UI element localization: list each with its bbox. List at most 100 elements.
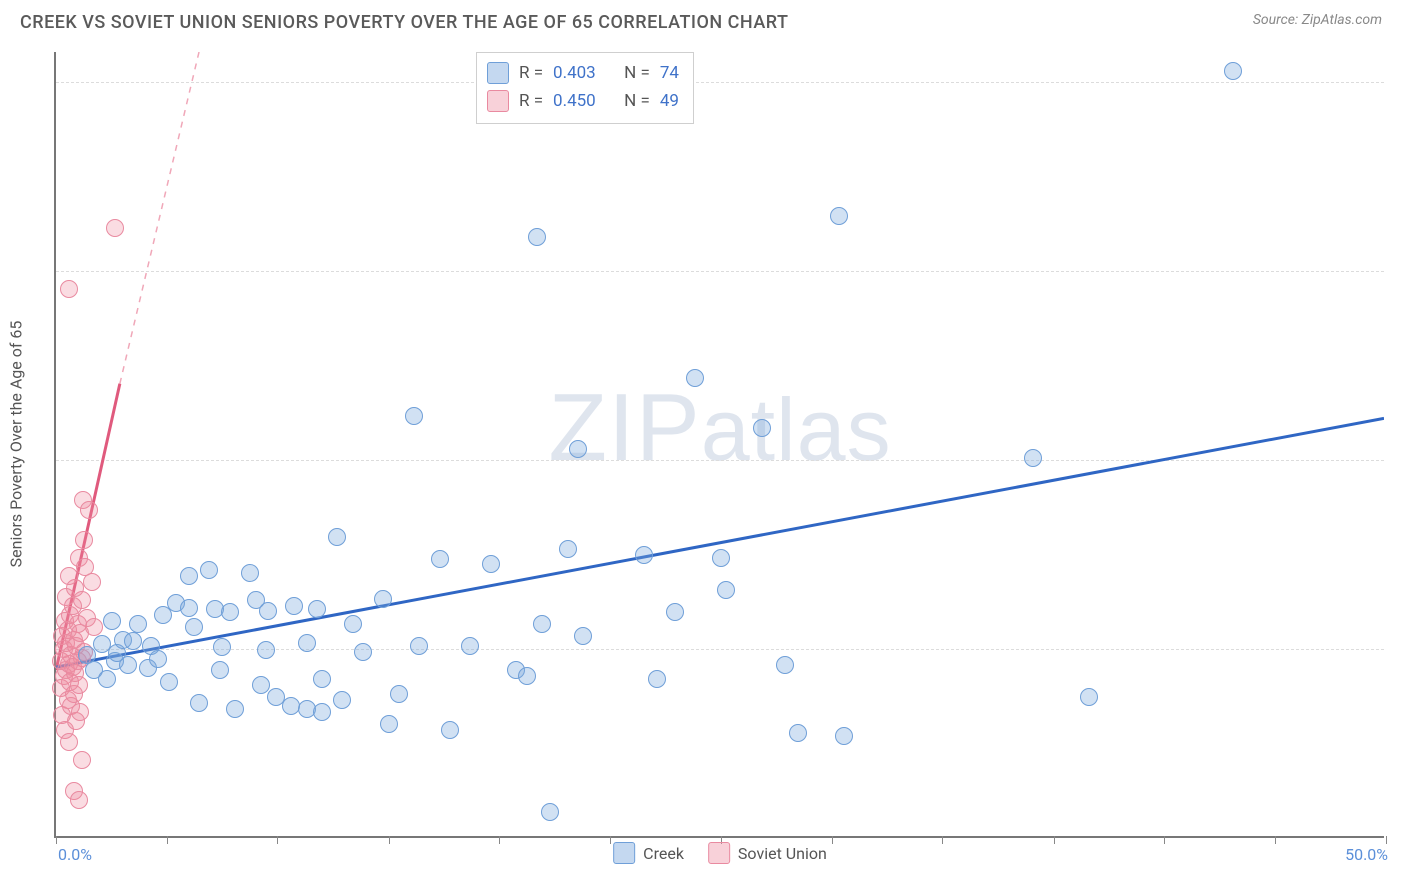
data-point-pink	[85, 618, 103, 636]
data-point-pink	[73, 591, 91, 609]
x-tick	[56, 836, 57, 844]
legend-item-creek: Creek	[613, 842, 684, 864]
legend-stats-row: R = 0.450 N = 49	[487, 87, 679, 115]
data-point-blue	[313, 703, 331, 721]
data-point-pink	[80, 501, 98, 519]
data-point-blue	[226, 700, 244, 718]
data-point-blue	[221, 603, 239, 621]
y-tick-label: 12.5%	[1394, 640, 1406, 659]
r-value: 0.450	[553, 87, 596, 115]
data-point-blue	[528, 228, 546, 246]
data-point-blue	[354, 643, 372, 661]
x-tick	[610, 836, 611, 844]
n-value: 74	[660, 59, 679, 87]
data-point-blue	[285, 597, 303, 615]
data-point-pink	[70, 676, 88, 694]
data-point-blue	[405, 407, 423, 425]
x-tick	[1386, 836, 1387, 844]
data-point-blue	[308, 600, 326, 618]
y-tick-label: 37.5%	[1394, 262, 1406, 281]
x-axis-max-label: 50.0%	[1345, 845, 1388, 864]
data-point-blue	[374, 590, 392, 608]
gridline	[56, 271, 1384, 272]
data-point-blue	[344, 615, 362, 633]
data-point-blue	[257, 641, 275, 659]
r-label: R =	[519, 87, 543, 115]
x-tick	[942, 836, 943, 844]
x-tick	[277, 836, 278, 844]
data-point-blue	[252, 676, 270, 694]
data-point-blue	[1080, 688, 1098, 706]
y-axis-title: Seniors Poverty Over the Age of 65	[7, 321, 26, 568]
legend-item-soviet-union: Soviet Union	[708, 842, 827, 864]
data-point-blue	[686, 369, 704, 387]
data-point-blue	[717, 581, 735, 599]
legend-stats-box: R = 0.403 N = 74 R = 0.450 N = 49	[476, 52, 694, 124]
n-label: N =	[624, 87, 650, 115]
watermark-zip: ZIP	[548, 374, 700, 481]
chart-area: Seniors Poverty Over the Age of 65 ZIPat…	[54, 52, 1384, 838]
data-point-pink	[71, 703, 89, 721]
swatch-icon	[708, 842, 730, 864]
data-point-blue	[753, 419, 771, 437]
data-point-blue	[541, 803, 559, 821]
data-point-blue	[559, 540, 577, 558]
data-point-pink	[70, 791, 88, 809]
trend-lines	[56, 52, 1384, 836]
data-point-blue	[482, 555, 500, 573]
data-point-blue	[185, 618, 203, 636]
data-point-blue	[180, 567, 198, 585]
data-point-blue	[776, 656, 794, 674]
data-point-blue	[129, 615, 147, 633]
data-point-blue	[569, 440, 587, 458]
y-tick-label: 50.0%	[1394, 73, 1406, 92]
data-point-blue	[431, 550, 449, 568]
x-tick	[389, 836, 390, 844]
data-point-blue	[211, 661, 229, 679]
x-tick	[499, 836, 500, 844]
data-point-pink	[60, 280, 78, 298]
data-point-blue	[712, 549, 730, 567]
trend-line	[120, 52, 199, 384]
x-tick	[1275, 836, 1276, 844]
n-label: N =	[624, 59, 650, 87]
swatch-icon	[487, 90, 509, 112]
data-point-blue	[533, 615, 551, 633]
trend-line	[56, 418, 1384, 667]
swatch-icon	[487, 62, 509, 84]
r-value: 0.403	[553, 59, 596, 87]
data-point-blue	[1024, 449, 1042, 467]
data-point-blue	[190, 694, 208, 712]
data-point-blue	[213, 638, 231, 656]
x-tick	[1164, 836, 1165, 844]
data-point-blue	[259, 602, 277, 620]
watermark-atlas: atlas	[701, 380, 892, 479]
data-point-blue	[328, 528, 346, 546]
x-axis-min-label: 0.0%	[58, 845, 92, 864]
data-point-blue	[160, 673, 178, 691]
data-point-blue	[666, 603, 684, 621]
legend-label: Creek	[643, 844, 684, 863]
data-point-blue	[461, 637, 479, 655]
data-point-blue	[380, 715, 398, 733]
data-point-blue	[648, 670, 666, 688]
data-point-blue	[441, 721, 459, 739]
data-point-blue	[635, 546, 653, 564]
data-point-blue	[200, 561, 218, 579]
data-point-blue	[333, 691, 351, 709]
data-point-blue	[518, 667, 536, 685]
data-point-blue	[298, 634, 316, 652]
x-tick	[832, 836, 833, 844]
data-point-pink	[83, 573, 101, 591]
x-tick	[167, 836, 168, 844]
data-point-blue	[180, 599, 198, 617]
data-point-blue	[149, 650, 167, 668]
data-point-pink	[73, 751, 91, 769]
gridline	[56, 649, 1384, 650]
data-point-pink	[106, 219, 124, 237]
data-point-blue	[1224, 62, 1242, 80]
data-point-pink	[75, 531, 93, 549]
data-point-blue	[574, 627, 592, 645]
gridline	[56, 460, 1384, 461]
y-tick-label: 25.0%	[1394, 451, 1406, 470]
